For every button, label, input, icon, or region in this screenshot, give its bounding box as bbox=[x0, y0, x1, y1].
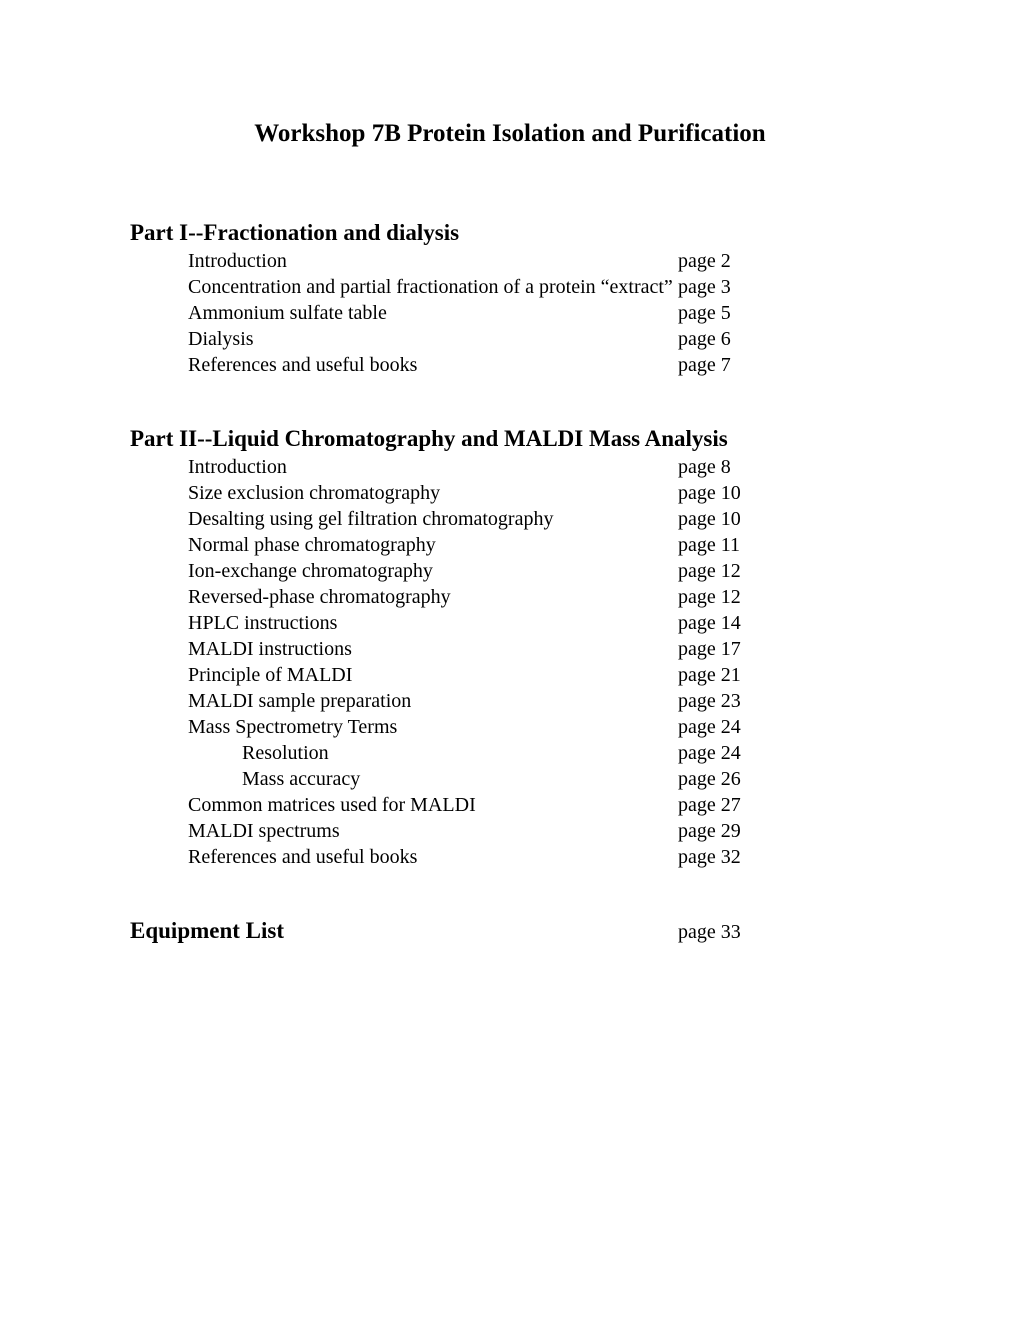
toc-row: References and useful bookspage 32 bbox=[188, 844, 890, 870]
toc-row: MALDI spectrumspage 29 bbox=[188, 818, 890, 844]
toc-label: Mass Spectrometry Terms bbox=[188, 714, 678, 740]
toc-row: MALDI instructionspage 17 bbox=[188, 636, 890, 662]
toc-label: Concentration and partial fractionation … bbox=[188, 274, 678, 300]
toc-row: Ion-exchange chromatographypage 12 bbox=[188, 558, 890, 584]
toc-page: page 21 bbox=[678, 662, 741, 688]
toc-label: HPLC instructions bbox=[188, 610, 678, 636]
toc-row: Ammonium sulfate tablepage 5 bbox=[188, 300, 890, 326]
toc-page: page 29 bbox=[678, 818, 741, 844]
part1-toc-list: Introductionpage 2Concentration and part… bbox=[130, 248, 890, 378]
toc-row: Desalting using gel filtration chromatog… bbox=[188, 506, 890, 532]
toc-page: page 14 bbox=[678, 610, 741, 636]
toc-label: Principle of MALDI bbox=[188, 662, 678, 688]
toc-page: page 7 bbox=[678, 352, 731, 378]
toc-row: Common matrices used for MALDIpage 27 bbox=[188, 792, 890, 818]
part2-toc-list: Introductionpage 8Size exclusion chromat… bbox=[130, 454, 890, 870]
toc-label: Introduction bbox=[188, 248, 678, 274]
toc-row: Mass accuracypage 26 bbox=[188, 766, 890, 792]
toc-label: Normal phase chromatography bbox=[188, 532, 678, 558]
toc-label: References and useful books bbox=[188, 352, 678, 378]
toc-label: Common matrices used for MALDI bbox=[188, 792, 678, 818]
toc-row: Concentration and partial fractionation … bbox=[188, 274, 890, 300]
toc-row: Resolutionpage 24 bbox=[188, 740, 890, 766]
toc-label: MALDI sample preparation bbox=[188, 688, 678, 714]
toc-row: Reversed-phase chromatographypage 12 bbox=[188, 584, 890, 610]
toc-page: page 12 bbox=[678, 584, 741, 610]
part2-section: Part II--Liquid Chromatography and MALDI… bbox=[130, 426, 890, 870]
toc-page: page 27 bbox=[678, 792, 741, 818]
toc-page: page 10 bbox=[678, 480, 741, 506]
toc-label: Introduction bbox=[188, 454, 678, 480]
toc-row: Principle of MALDIpage 21 bbox=[188, 662, 890, 688]
toc-row: HPLC instructionspage 14 bbox=[188, 610, 890, 636]
toc-label: MALDI instructions bbox=[188, 636, 678, 662]
toc-row: Dialysispage 6 bbox=[188, 326, 890, 352]
toc-label: Ion-exchange chromatography bbox=[188, 558, 678, 584]
toc-page: page 26 bbox=[678, 766, 741, 792]
toc-row: Introductionpage 8 bbox=[188, 454, 890, 480]
part2-header: Part II--Liquid Chromatography and MALDI… bbox=[130, 426, 890, 452]
toc-page: page 10 bbox=[678, 506, 741, 532]
toc-page: page 2 bbox=[678, 248, 731, 274]
toc-label: Size exclusion chromatography bbox=[188, 480, 678, 506]
toc-page: page 24 bbox=[678, 740, 741, 766]
toc-page: page 32 bbox=[678, 844, 741, 870]
toc-label: References and useful books bbox=[188, 844, 678, 870]
part1-header: Part I--Fractionation and dialysis bbox=[130, 220, 890, 246]
toc-label: MALDI spectrums bbox=[188, 818, 678, 844]
toc-page: page 24 bbox=[678, 714, 741, 740]
part1-section: Part I--Fractionation and dialysis Intro… bbox=[130, 220, 890, 378]
toc-label: Ammonium sulfate table bbox=[188, 300, 678, 326]
toc-label: Resolution bbox=[188, 740, 678, 766]
toc-page: page 8 bbox=[678, 454, 731, 480]
toc-row: Introductionpage 2 bbox=[188, 248, 890, 274]
equipment-title: Equipment List bbox=[130, 918, 678, 944]
toc-page: page 6 bbox=[678, 326, 731, 352]
equipment-row: Equipment List page 33 bbox=[130, 918, 890, 944]
toc-page: page 12 bbox=[678, 558, 741, 584]
toc-page: page 23 bbox=[678, 688, 741, 714]
equipment-page: page 33 bbox=[678, 921, 741, 944]
toc-page: page 5 bbox=[678, 300, 731, 326]
toc-page: page 3 bbox=[678, 274, 731, 300]
toc-row: MALDI sample preparationpage 23 bbox=[188, 688, 890, 714]
toc-label: Desalting using gel filtration chromatog… bbox=[188, 506, 678, 532]
toc-label: Dialysis bbox=[188, 326, 678, 352]
toc-page: page 17 bbox=[678, 636, 741, 662]
toc-label: Reversed-phase chromatography bbox=[188, 584, 678, 610]
toc-page: page 11 bbox=[678, 532, 740, 558]
toc-row: Mass Spectrometry Termspage 24 bbox=[188, 714, 890, 740]
toc-row: Size exclusion chromatographypage 10 bbox=[188, 480, 890, 506]
page-title: Workshop 7B Protein Isolation and Purifi… bbox=[130, 120, 890, 148]
toc-row: Normal phase chromatographypage 11 bbox=[188, 532, 890, 558]
toc-row: References and useful bookspage 7 bbox=[188, 352, 890, 378]
toc-label: Mass accuracy bbox=[188, 766, 678, 792]
